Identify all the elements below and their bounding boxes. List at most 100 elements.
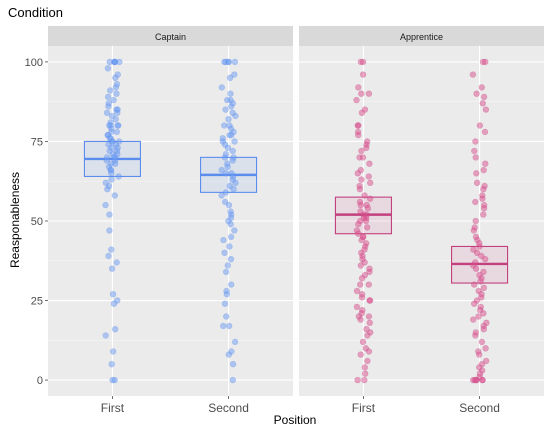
data-point — [354, 170, 361, 177]
data-point — [359, 71, 367, 78]
data-point — [111, 376, 118, 384]
data-point — [366, 195, 374, 202]
data-point — [227, 256, 235, 263]
data-point — [225, 115, 232, 123]
data-point — [231, 138, 238, 145]
data-point — [471, 147, 478, 155]
facet-strip-label: Apprentice — [400, 32, 443, 42]
data-point — [218, 192, 225, 199]
data-point — [104, 65, 112, 72]
data-point — [361, 192, 368, 199]
data-point — [480, 93, 488, 101]
data-point — [111, 326, 119, 333]
data-point — [365, 173, 372, 180]
data-point — [480, 284, 488, 291]
data-point — [358, 109, 366, 117]
facet-strip-label: Captain — [155, 32, 186, 42]
data-point — [358, 294, 366, 301]
x-tick-label: First — [101, 401, 125, 415]
data-point — [220, 322, 227, 330]
data-point — [367, 179, 374, 187]
data-point — [363, 144, 370, 152]
y-tick-label: 50 — [31, 216, 43, 228]
data-point — [479, 376, 486, 384]
data-point — [221, 122, 228, 129]
data-point — [473, 170, 480, 177]
data-point — [363, 326, 370, 333]
data-point — [354, 376, 361, 384]
data-point — [232, 179, 239, 187]
data-point — [105, 252, 112, 260]
facet-strip — [48, 26, 293, 46]
data-point — [110, 96, 117, 104]
data-point — [108, 246, 115, 253]
data-point — [109, 348, 117, 355]
data-point — [480, 326, 487, 333]
data-point — [355, 122, 362, 129]
data-point — [103, 109, 111, 117]
data-point — [366, 268, 373, 276]
data-point — [365, 313, 373, 320]
data-point — [355, 230, 362, 237]
data-point — [226, 243, 233, 250]
data-point — [110, 300, 118, 307]
data-point — [225, 351, 233, 358]
data-point — [218, 166, 225, 174]
data-point — [226, 322, 233, 330]
data-point — [224, 144, 232, 152]
data-point — [108, 265, 116, 272]
data-point — [358, 275, 366, 282]
data-point — [106, 87, 114, 94]
data-point — [222, 170, 230, 177]
data-point — [365, 281, 372, 288]
data-point — [104, 186, 111, 193]
data-point — [222, 189, 230, 196]
data-point — [472, 217, 479, 225]
data-point — [364, 332, 371, 339]
facet-strip — [299, 26, 544, 46]
data-point — [355, 131, 362, 139]
data-point — [353, 287, 361, 295]
x-tick-label: Second — [208, 401, 249, 415]
data-point — [359, 58, 367, 66]
data-point — [471, 300, 478, 307]
data-point — [226, 74, 234, 82]
data-point — [473, 179, 481, 187]
data-point — [114, 109, 121, 117]
data-point — [361, 364, 368, 371]
data-point — [104, 93, 112, 101]
data-point — [480, 268, 487, 276]
data-point — [364, 224, 371, 231]
data-point — [483, 357, 490, 365]
data-point — [471, 376, 478, 384]
data-point — [479, 58, 487, 66]
data-point — [108, 361, 115, 368]
data-point — [113, 128, 121, 136]
data-point — [230, 186, 237, 193]
data-point — [355, 221, 362, 228]
y-tick-label: 0 — [37, 375, 43, 387]
data-point — [366, 297, 374, 304]
data-point — [476, 122, 484, 129]
data-point — [356, 186, 364, 193]
data-point — [480, 310, 487, 317]
data-point — [358, 176, 365, 183]
data-point — [476, 243, 483, 250]
data-point — [366, 319, 373, 326]
data-point — [102, 332, 109, 339]
data-point — [223, 313, 230, 320]
data-point — [106, 227, 113, 234]
data-point — [472, 332, 479, 339]
data-point — [480, 166, 487, 174]
data-point — [227, 233, 235, 241]
data-point — [471, 281, 478, 288]
data-point — [357, 201, 364, 209]
data-point — [472, 265, 480, 272]
data-point — [473, 90, 480, 97]
data-point — [479, 100, 486, 107]
data-point — [231, 71, 238, 78]
data-point — [221, 249, 228, 257]
data-point — [229, 147, 237, 155]
data-point — [111, 58, 119, 66]
data-point — [480, 205, 488, 212]
